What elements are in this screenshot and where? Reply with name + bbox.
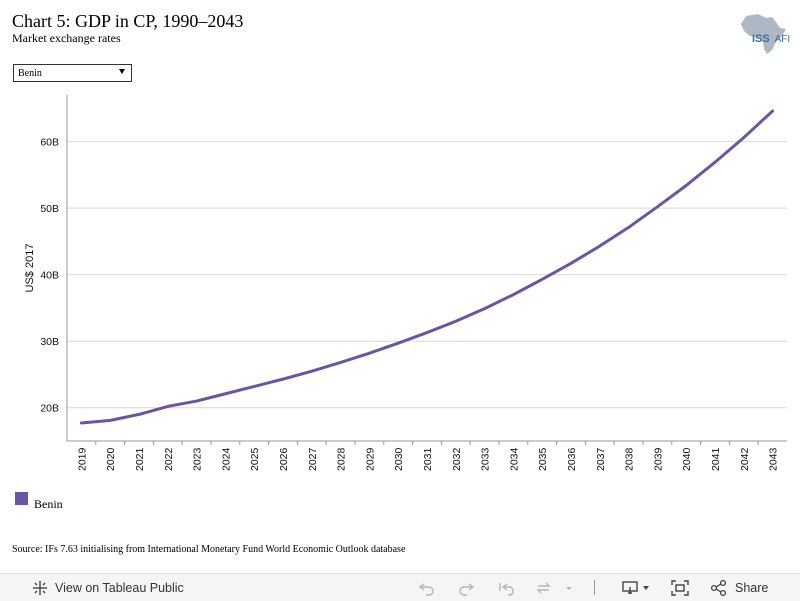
data-point[interactable]	[508, 290, 518, 300]
x-tick-label: 2031	[422, 447, 434, 471]
series-layer	[76, 106, 778, 428]
data-point[interactable]	[681, 180, 691, 190]
x-tick-label: 2020	[105, 447, 117, 471]
x-tick-label: 2041	[710, 447, 722, 471]
data-point[interactable]	[336, 357, 346, 367]
share-icon	[710, 579, 727, 596]
fullscreen-icon	[671, 579, 689, 596]
undo-icon	[418, 582, 434, 596]
data-point[interactable]	[307, 366, 317, 376]
chart-title: Chart 5: GDP in CP, 1990–2043	[12, 11, 244, 31]
x-tick-label: 2019	[76, 447, 88, 471]
redo-icon	[459, 582, 475, 596]
y-tick-label: 30B	[40, 336, 59, 348]
tableau-toolbar: View on Tableau Public Share	[0, 573, 800, 601]
x-tick-label: 2039	[652, 447, 664, 471]
data-point[interactable]	[134, 409, 144, 419]
fullscreen-button[interactable]	[671, 574, 689, 601]
dropdown-arrow-icon	[119, 69, 125, 74]
x-tick-label: 2040	[681, 447, 693, 471]
data-point[interactable]	[249, 381, 259, 391]
data-point[interactable]	[422, 328, 432, 338]
data-point[interactable]	[480, 304, 490, 314]
x-tick-label: 2038	[624, 447, 636, 471]
gdp-line-chart: 20B 30B 40B 50B 60B 2019 2020 2021 2022 2023 2024 2…	[24, 95, 787, 471]
refresh-button[interactable]	[535, 574, 575, 601]
data-point[interactable]	[595, 241, 605, 251]
view-on-tableau-button[interactable]: View on Tableau Public	[32, 574, 184, 601]
x-tick-label: 2030	[393, 447, 405, 471]
y-tick-label: 20B	[40, 403, 59, 415]
source-note: Source: IFs 7.63 initialising from Inter…	[12, 544, 406, 555]
share-label: Share	[735, 580, 769, 595]
y-tick-label: 40B	[40, 270, 59, 282]
data-point[interactable]	[710, 157, 720, 167]
view-on-tableau-label: View on Tableau Public	[55, 580, 184, 595]
data-point[interactable]	[76, 418, 86, 428]
data-point[interactable]	[220, 389, 230, 399]
data-point[interactable]	[451, 316, 461, 326]
data-point[interactable]	[624, 222, 634, 232]
x-tick-label: 2022	[163, 447, 175, 471]
x-tick-label: 2035	[537, 447, 549, 471]
y-axis-label: US$ 2017	[24, 244, 36, 293]
x-tick-label: 2043	[768, 447, 780, 471]
grid-layer	[67, 141, 787, 409]
data-point[interactable]	[537, 274, 547, 284]
data-point[interactable]	[652, 202, 662, 212]
x-tick-label: 2033	[480, 447, 492, 471]
x-tick-label: 2024	[220, 447, 232, 471]
data-point[interactable]	[278, 374, 288, 384]
x-tick-label: 2023	[192, 447, 204, 471]
download-icon	[622, 580, 649, 594]
refresh-icon	[536, 582, 572, 593]
x-tick-label: 2032	[451, 447, 463, 471]
data-point[interactable]	[163, 401, 173, 411]
label-layer: 20B 30B 40B 50B 60B 2019 2020 2021 2022 2023 2024 2…	[24, 137, 780, 471]
x-tick-label: 2028	[336, 447, 348, 471]
africa-map-icon	[741, 14, 786, 54]
x-tick-label: 2027	[307, 447, 319, 471]
data-point[interactable]	[192, 396, 202, 406]
series-line-benin[interactable]	[79, 109, 775, 425]
x-tick-label: 2025	[249, 447, 261, 471]
x-tick-label: 2037	[595, 447, 607, 471]
x-tick-label: 2021	[134, 447, 146, 471]
legend-label-benin: Benin	[34, 497, 63, 511]
revert-icon	[499, 582, 514, 596]
data-point[interactable]	[393, 338, 403, 348]
download-button[interactable]	[622, 574, 654, 601]
axis-layer	[66, 95, 787, 445]
chart-subtitle: Market exchange rates	[12, 31, 121, 45]
toolbar-divider	[594, 574, 595, 601]
revert-button[interactable]	[498, 574, 516, 601]
data-point[interactable]	[566, 258, 576, 268]
legend-swatch-benin	[15, 492, 28, 505]
country-select[interactable]: Benin	[13, 64, 132, 82]
undo-button[interactable]	[418, 574, 436, 601]
share-button[interactable]: Share	[710, 574, 768, 601]
iss-afi-logo: ISS|AFI	[752, 33, 791, 45]
y-tick-label: 60B	[40, 137, 59, 149]
data-point[interactable]	[739, 133, 749, 143]
tableau-logo-icon	[33, 580, 47, 595]
data-point[interactable]	[105, 415, 115, 425]
x-tick-label: 2036	[566, 447, 578, 471]
x-tick-label: 2034	[508, 447, 520, 471]
x-tick-label: 2026	[278, 447, 290, 471]
country-select-value: Benin	[18, 68, 42, 79]
data-point[interactable]	[768, 106, 778, 116]
x-tick-label: 2029	[364, 447, 376, 471]
redo-button[interactable]	[457, 574, 475, 601]
y-tick-label: 50B	[40, 203, 59, 215]
x-tick-label: 2042	[739, 447, 751, 471]
data-point[interactable]	[364, 348, 374, 358]
